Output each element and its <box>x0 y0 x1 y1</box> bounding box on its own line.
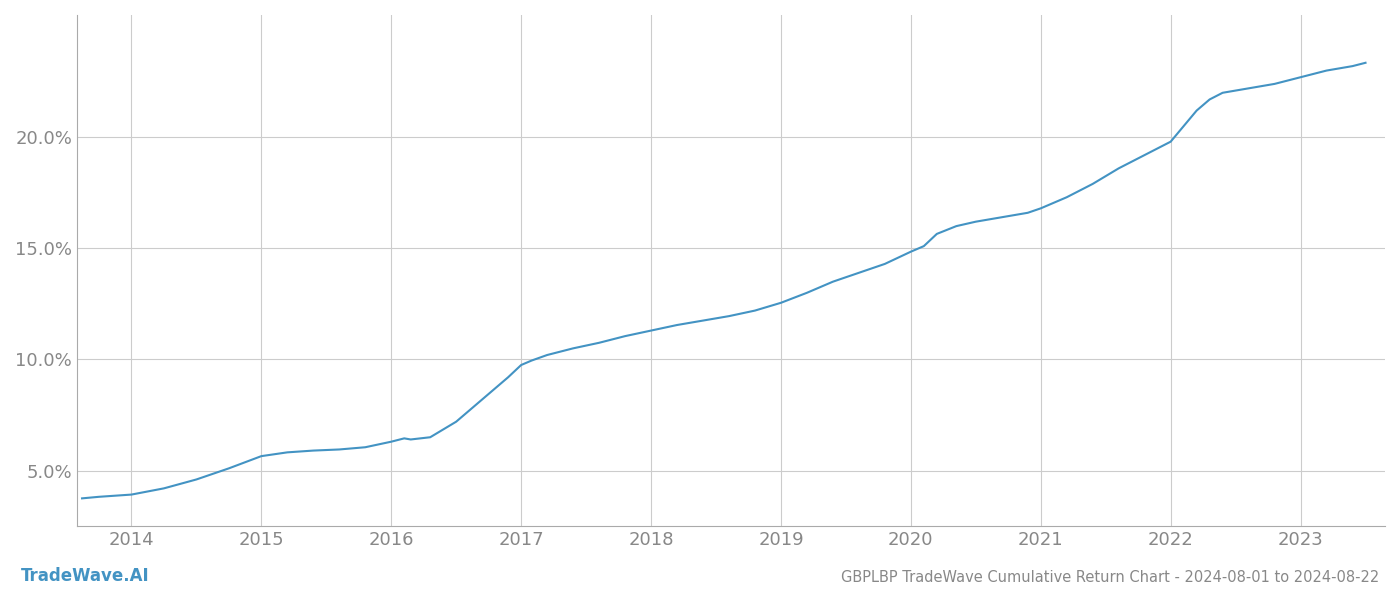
Text: GBPLBP TradeWave Cumulative Return Chart - 2024-08-01 to 2024-08-22: GBPLBP TradeWave Cumulative Return Chart… <box>841 570 1379 585</box>
Text: TradeWave.AI: TradeWave.AI <box>21 567 150 585</box>
